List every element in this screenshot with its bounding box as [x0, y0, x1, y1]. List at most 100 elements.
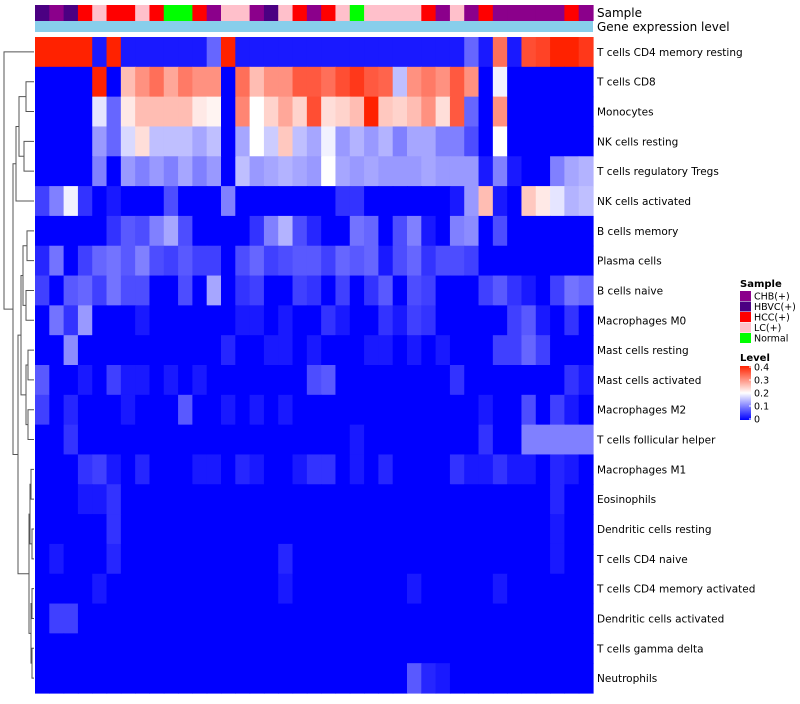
heatmap-cell	[349, 394, 365, 426]
heatmap-cell	[278, 126, 294, 157]
heatmap-cell	[63, 186, 79, 217]
heatmap-cell	[92, 424, 108, 456]
heatmap-cell	[521, 156, 537, 187]
heatmap-cell	[492, 514, 508, 545]
heatmap-cell	[392, 633, 408, 664]
heatmap-cell	[492, 424, 508, 456]
sample-annotation-cell	[449, 5, 465, 21]
heatmap-cell	[364, 96, 379, 128]
heatmap-cell	[278, 335, 294, 366]
heatmap-cell	[106, 603, 122, 634]
row-label: T cells follicular helper	[596, 435, 716, 447]
gene-expression-annotation-bar	[35, 21, 593, 32]
heatmap-cell	[249, 633, 265, 664]
heatmap-cell	[435, 424, 451, 456]
heatmap-cell	[550, 37, 565, 68]
heatmap-cell	[578, 394, 594, 426]
heatmap-cell	[564, 573, 580, 605]
heatmap-cell	[77, 305, 93, 336]
heatmap-cell	[206, 514, 222, 545]
heatmap-cell	[335, 514, 351, 545]
heatmap-cell	[249, 156, 265, 187]
heatmap-cell	[449, 126, 465, 157]
heatmap-cell	[206, 543, 222, 575]
heatmap-cell	[92, 633, 108, 664]
heatmap-cell	[449, 156, 465, 187]
sample-annotation-cell	[292, 5, 308, 21]
heatmap-cell	[521, 365, 537, 396]
heatmap-cell	[392, 245, 408, 277]
heatmap-cell	[163, 275, 179, 306]
heatmap-cell	[306, 603, 322, 634]
heatmap-cell	[221, 156, 236, 187]
heatmap-cell	[149, 365, 165, 396]
heatmap-cell	[335, 365, 351, 396]
heatmap-cell	[249, 305, 265, 336]
heatmap-cell	[507, 215, 523, 247]
heatmap-cell	[507, 663, 523, 694]
heatmap-cell	[464, 275, 480, 306]
heatmap-cell	[378, 394, 394, 426]
heatmap-cell	[263, 215, 279, 247]
heatmap-cell	[235, 335, 251, 366]
heatmap-cell	[564, 305, 580, 336]
sample-annotation-cell	[335, 5, 351, 21]
heatmap-cell	[349, 66, 365, 98]
heatmap-cell	[478, 394, 494, 426]
heatmap-cell	[564, 394, 580, 426]
heatmap-cell	[364, 215, 379, 247]
heatmap-cell	[306, 305, 322, 336]
heatmap-cell	[535, 484, 551, 515]
heatmap-cell	[135, 484, 151, 515]
heatmap-cell	[235, 365, 251, 396]
heatmap-cell	[35, 394, 50, 426]
heatmap-cell	[335, 484, 351, 515]
heatmap-cell	[263, 126, 279, 157]
heatmap-cell	[278, 633, 294, 664]
heatmap-cell	[550, 305, 565, 336]
heatmap-cell	[464, 454, 480, 485]
heatmap-cell	[235, 215, 251, 247]
heatmap-cell	[192, 424, 208, 456]
heatmap-cell	[106, 484, 122, 515]
sample-annotation-bar	[35, 5, 594, 21]
heatmap-cell	[349, 215, 365, 247]
heatmap-cell	[521, 96, 537, 128]
heatmap-cell	[63, 245, 79, 277]
heatmap-cell	[578, 215, 594, 247]
row-label: Monocytes	[597, 107, 654, 119]
dendrogram-branch	[31, 528, 34, 560]
heatmap-cell	[306, 96, 322, 128]
heatmap-cell	[550, 66, 565, 98]
heatmap-cell	[249, 365, 265, 396]
heatmap-cell	[578, 126, 594, 157]
heatmap-cell	[206, 484, 222, 515]
sample-annotation-cell	[421, 5, 437, 21]
heatmap-cell	[449, 663, 465, 694]
dendrogram-branch	[17, 334, 29, 575]
heatmap-cell	[306, 186, 322, 217]
heatmap-cell	[421, 186, 437, 217]
heatmap-cell	[578, 66, 594, 98]
heatmap-cell	[149, 37, 165, 68]
heatmap-cell	[521, 663, 537, 694]
heatmap-cell	[35, 603, 50, 634]
heatmap-cell	[364, 484, 379, 515]
heatmap-cell	[306, 454, 322, 485]
heatmap-cell	[378, 66, 394, 98]
heatmap-cell	[550, 573, 565, 605]
heatmap-cell	[163, 215, 179, 247]
heatmap-cell	[49, 514, 65, 545]
heatmap-cell	[249, 424, 265, 456]
sample-legend-swatch	[740, 322, 751, 333]
heatmap-cell	[63, 394, 79, 426]
heatmap-cell	[35, 335, 50, 366]
heatmap-cell	[407, 603, 422, 634]
heatmap-cell	[321, 156, 337, 187]
level-legend-title: Level	[740, 353, 770, 364]
heatmap-cell	[550, 394, 565, 426]
heatmap-cell	[578, 454, 594, 485]
heatmap-cell	[321, 424, 337, 456]
heatmap-cell	[49, 603, 65, 634]
